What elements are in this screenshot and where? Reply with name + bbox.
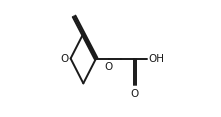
Text: O: O	[60, 53, 68, 64]
Text: O: O	[130, 89, 138, 99]
Text: OH: OH	[148, 53, 164, 64]
Text: O: O	[105, 62, 113, 72]
